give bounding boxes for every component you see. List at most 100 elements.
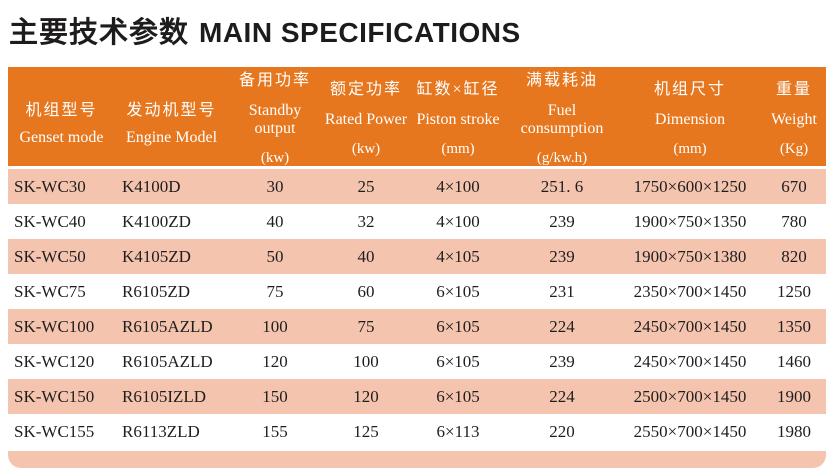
column-header-unit: (Kg) (779, 141, 809, 157)
fuel-consumption-cell: 239 (549, 211, 575, 231)
dimension-cell: 1900×750×1380 (633, 246, 747, 266)
column-header-weight: 重量 Weight (Kg) (762, 67, 826, 166)
standby-output-cell: 120 (262, 351, 288, 371)
engine-model-cell: K4100ZD (122, 211, 191, 231)
engine-model-cell: R6105AZLD (122, 351, 213, 371)
rated-power-cell: 25 (357, 176, 375, 196)
fuel-consumption-cell: 231 (549, 281, 575, 301)
column-header-engine-model: 发动机型号 Engine Model (115, 67, 228, 166)
column-header-dimension: 机组尺寸 Dimension (mm) (618, 67, 762, 166)
fuel-consumption-cell: 224 (549, 386, 575, 406)
column-header-genset-model: 机组型号 Genset mode (8, 67, 115, 166)
rated-power-cell: 40 (357, 246, 375, 266)
dimension-cell: 2450×700×1450 (633, 351, 747, 371)
column-header-en: Engine Model (125, 129, 218, 146)
table-body: SK-WC30 K4100D 30 25 4×100 251. 6 1750×6… (8, 169, 826, 449)
table-row: SK-WC30 K4100D 30 25 4×100 251. 6 1750×6… (8, 169, 826, 204)
fuel-consumption-cell: 239 (549, 246, 575, 266)
engine-model-cell: K4100D (122, 176, 181, 196)
table-row: SK-WC50 K4105ZD 50 40 4×105 239 1900×750… (8, 239, 826, 274)
table-row: SK-WC40 K4100ZD 40 32 4×100 239 1900×750… (8, 204, 826, 239)
genset-model-cell: SK-WC75 (14, 281, 86, 301)
column-header-zh: 机组尺寸 (653, 81, 726, 98)
table-row: SK-WC155 R6113ZLD 155 125 6×113 220 2550… (8, 414, 826, 449)
engine-model-cell: K4105ZD (122, 246, 191, 266)
weight-cell: 780 (781, 211, 807, 231)
weight-cell: 1900 (777, 386, 811, 406)
rated-power-cell: 32 (357, 211, 375, 231)
table-row: SK-WC150 R6105IZLD 150 120 6×105 224 250… (8, 379, 826, 414)
fuel-consumption-cell: 224 (549, 316, 575, 336)
engine-model-cell: R6105ZD (122, 281, 190, 301)
page-title: 主要技术参数 MAIN SPECIFICATIONS (0, 0, 833, 51)
column-header-zh: 重量 (775, 81, 812, 98)
table-row: SK-WC120 R6105AZLD 120 100 6×105 239 245… (8, 344, 826, 379)
rated-power-cell: 100 (353, 351, 379, 371)
dimension-cell: 2450×700×1450 (633, 316, 747, 336)
table-header-row: 机组型号 Genset mode 发动机型号 Engine Model 备用功率… (8, 67, 826, 166)
piston-stroke-cell: 6×105 (436, 351, 480, 371)
column-header-unit: (mm) (673, 141, 707, 157)
page-title-chinese: 主要技术参数 (9, 17, 190, 49)
genset-model-cell: SK-WC50 (14, 246, 86, 266)
specifications-table: 机组型号 Genset mode 发动机型号 Engine Model 备用功率… (8, 67, 826, 468)
column-header-zh: 发动机型号 (126, 102, 217, 119)
engine-model-cell: R6113ZLD (122, 421, 200, 441)
rated-power-cell: 75 (357, 316, 375, 336)
dimension-cell: 1750×600×1250 (633, 176, 747, 196)
column-header-piston-stroke: 缸数×缸径 Piston stroke (mm) (410, 67, 506, 166)
column-header-zh: 备用功率 (238, 72, 311, 89)
column-header-unit: (g/kw.h) (536, 150, 588, 166)
piston-stroke-cell: 6×105 (436, 316, 480, 336)
column-header-unit: (kw) (260, 150, 290, 166)
fuel-consumption-cell: 220 (549, 421, 575, 441)
column-header-en: Rated Power (324, 111, 408, 128)
rated-power-cell: 125 (353, 421, 379, 441)
piston-stroke-cell: 6×113 (436, 421, 480, 441)
column-header-en: Piston stroke (416, 111, 500, 128)
standby-output-cell: 155 (262, 421, 288, 441)
fuel-consumption-cell: 239 (549, 351, 575, 371)
fuel-consumption-cell: 251. 6 (540, 176, 584, 196)
genset-model-cell: SK-WC150 (14, 386, 95, 406)
piston-stroke-cell: 4×105 (436, 246, 480, 266)
page-title-english: MAIN SPECIFICATIONS (199, 17, 521, 48)
piston-stroke-cell: 6×105 (436, 386, 480, 406)
genset-model-cell: SK-WC120 (14, 351, 95, 371)
table-row: SK-WC100 R6105AZLD 100 75 6×105 224 2450… (8, 309, 826, 344)
weight-cell: 1460 (777, 351, 811, 371)
column-header-en: Dimension (654, 111, 726, 128)
column-header-zh: 额定功率 (329, 81, 402, 98)
standby-output-cell: 50 (266, 246, 284, 266)
engine-model-cell: R6105IZLD (122, 386, 207, 406)
table-row: SK-WC75 R6105ZD 75 60 6×105 231 2350×700… (8, 274, 826, 309)
engine-model-cell: R6105AZLD (122, 316, 213, 336)
column-header-standby-output: 备用功率 Standby output (kw) (228, 67, 322, 166)
dimension-cell: 1900×750×1350 (633, 211, 747, 231)
dimension-cell: 2500×700×1450 (633, 386, 747, 406)
genset-model-cell: SK-WC100 (14, 316, 95, 336)
standby-output-cell: 150 (262, 386, 288, 406)
column-header-rated-power: 额定功率 Rated Power (kw) (322, 67, 410, 166)
column-header-unit: (kw) (351, 141, 381, 157)
genset-model-cell: SK-WC155 (14, 421, 95, 441)
column-header-unit: (mm) (441, 141, 475, 157)
piston-stroke-cell: 4×100 (436, 211, 480, 231)
column-header-en: Genset mode (19, 129, 104, 146)
column-header-en: Weight (771, 111, 817, 128)
weight-cell: 820 (781, 246, 807, 266)
standby-output-cell: 100 (262, 316, 288, 336)
piston-stroke-cell: 4×100 (436, 176, 480, 196)
column-header-en: Fuel consumption (520, 102, 604, 137)
dimension-cell: 2350×700×1450 (633, 281, 747, 301)
dimension-cell: 2550×700×1450 (633, 421, 747, 441)
column-header-en: Standby output (248, 102, 302, 137)
column-header-fuel-consumption: 满载耗油 Fuel consumption (g/kw.h) (506, 67, 618, 166)
column-header-zh: 满载耗油 (525, 72, 598, 89)
genset-model-cell: SK-WC30 (14, 176, 86, 196)
weight-cell: 1980 (777, 421, 811, 441)
weight-cell: 1350 (777, 316, 811, 336)
standby-output-cell: 40 (266, 211, 284, 231)
rated-power-cell: 60 (357, 281, 375, 301)
column-header-zh: 机组型号 (25, 102, 98, 119)
